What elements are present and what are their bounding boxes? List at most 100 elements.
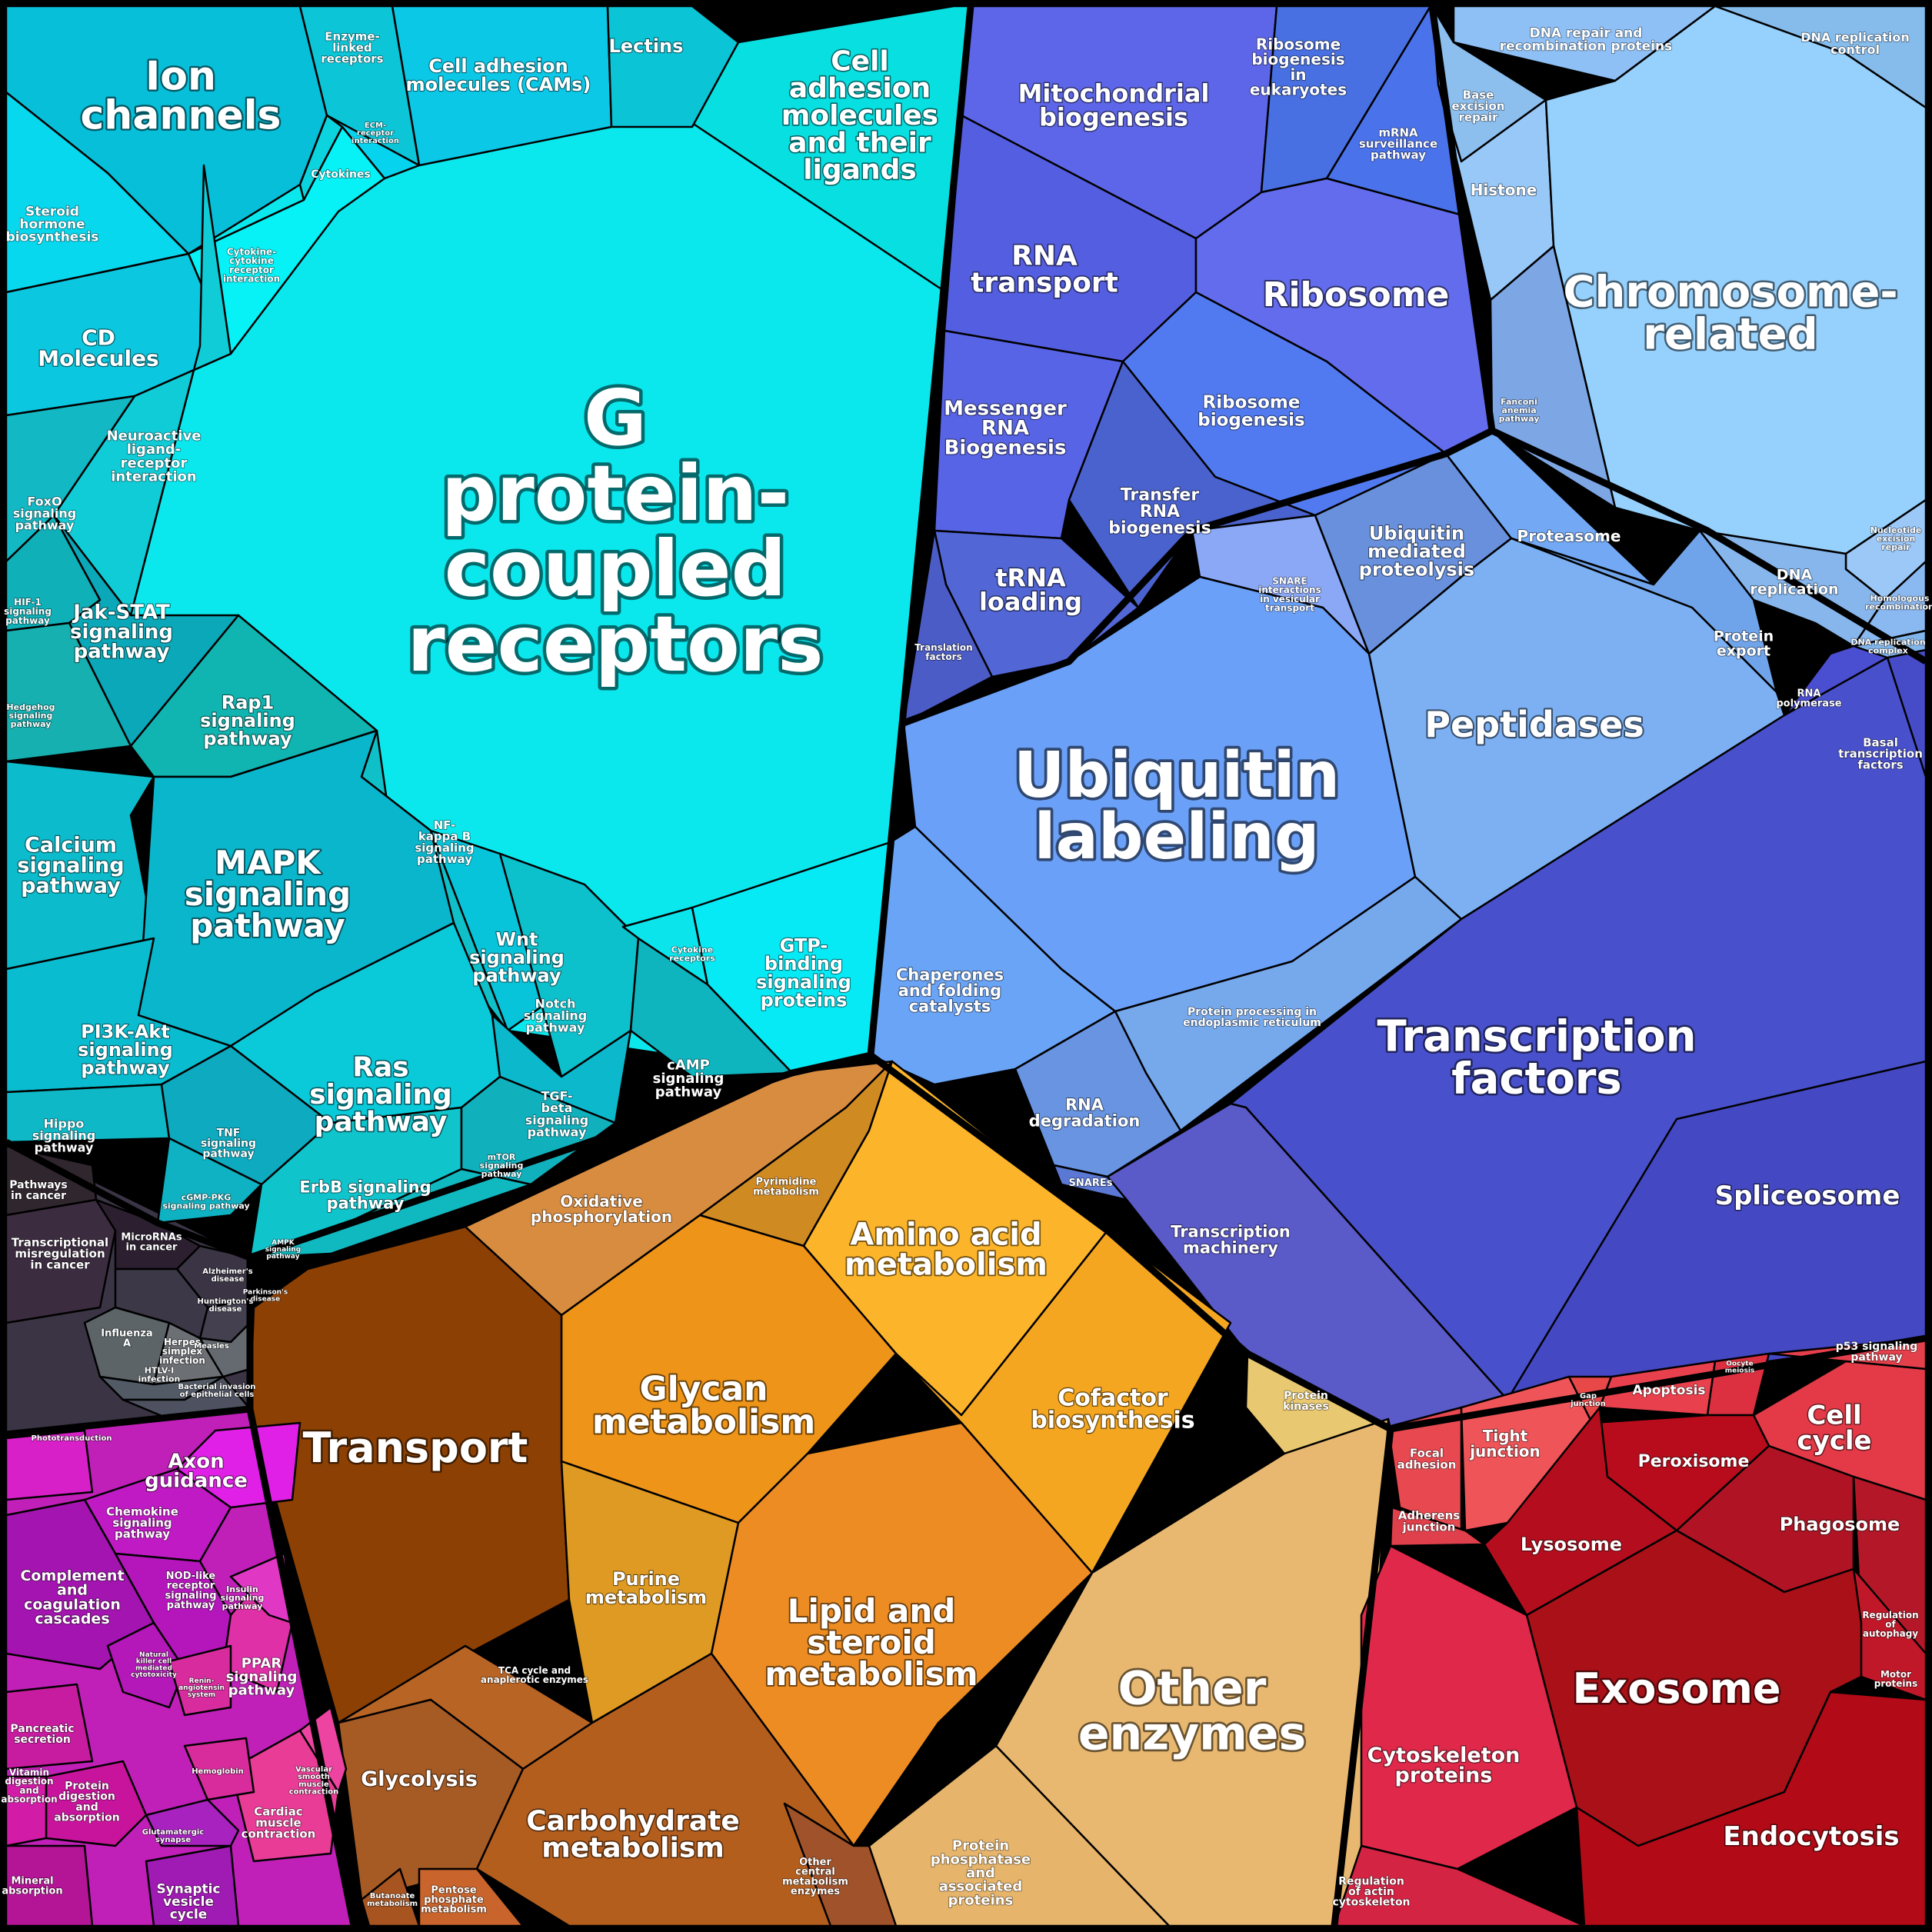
cell-cytokine-receptors-label: Cytokine receptors (669, 944, 715, 963)
border-genetic-inner (902, 427, 1494, 727)
cell-cgmp-pkg-signaling-pathway (156, 1137, 263, 1224)
cell-other-central-metabolism-enzymes-label: Other central metabolism enzymes (782, 1856, 848, 1897)
cell-cell-adhesion-molecules-cams-label: Cell adhesion molecules (CAMs) (406, 55, 591, 95)
border-signaling-genetic (867, 5, 974, 1056)
cell-pathways-in-cancer-label: Pathways in cancer (9, 1179, 67, 1202)
cell-pancreatic-secretion-label: Pancreatic secretion (10, 1723, 74, 1746)
cell-peroxisome-label: Peroxisome (1638, 1452, 1750, 1471)
cell-transfer-rna-biogenesis-label: Transfer RNA biogenesis (1108, 485, 1211, 538)
cell-tight-junction-label: Tight junction (1469, 1427, 1541, 1461)
cell-erbb-signaling-pathway-label: ErbB signaling pathway (299, 1178, 431, 1213)
cell-axon-guidance (175, 1421, 301, 1509)
cell-natural-killer-cell-mediated-cytotoxicity-label: Natural killer cell mediated cytotoxicity (131, 1651, 177, 1679)
cell-calcium-signaling-pathway-label: Calcium signaling pathway (17, 833, 124, 898)
cell-glutamatergic-synapse-label: Glutamatergic synapse (142, 1828, 205, 1844)
cell-chromosome-related-label: Chromosome-related (1563, 267, 1897, 359)
cell-spliceosome-label: Spliceosome (1715, 1181, 1900, 1211)
cell-dna-replication-label: DNA replication (1750, 567, 1838, 598)
cell-glycan-metabolism-label: Glycan metabolism (592, 1369, 815, 1441)
cell-lysosome-label: Lysosome (1521, 1534, 1622, 1555)
cell-motor-proteins-label: Motor proteins (1874, 1669, 1917, 1689)
cell-measles-label: Measles (194, 1342, 229, 1351)
cell-adherens-junction-label: Adherens junction (1398, 1509, 1460, 1534)
cell-transport-label: Transport (303, 1424, 528, 1472)
cell-hif-1-signaling-pathway-label: HIF-1 signaling pathway (4, 597, 52, 626)
cell-cgmp-pkg-signaling-pathway-label: cGMP-PKG signaling pathway (162, 1192, 249, 1211)
cell-peptidases-label: Peptidases (1424, 704, 1644, 745)
cell-ampk-signaling-pathway-label: AMPK signaling pathway (265, 1239, 301, 1261)
cell-rap1-signaling-pathway-label: Rap1 signaling pathway (200, 691, 295, 749)
cell-cytokines-label: Cytokines (311, 168, 371, 181)
cell-bacterial-invasion-of-epithelial-cells-label: Bacterial invasion of epithelial cells (178, 1383, 255, 1399)
cell-endocytosis-label: Endocytosis (1723, 1821, 1899, 1852)
cell-transcription-machinery-label: Transcription machinery (1171, 1223, 1291, 1257)
cell-hemoglobin-label: Hemoglobin (192, 1767, 244, 1776)
cell-complement-and-coagulation-cascades-label: Complement and coagulation cascades (20, 1567, 124, 1627)
cell-neuroactive-ligand-receptor-interaction-label: Neuroactive ligand-receptor interaction (107, 428, 202, 485)
cell-focal-adhesion-label: Focal adhesion (1397, 1447, 1457, 1472)
cell-oocyte-meiosis-label: Oocyte meiosis (1725, 1361, 1755, 1375)
cell-fanconi-anemia-pathway-label: Fanconi anemia pathway (1499, 397, 1540, 424)
cell-ras-signaling-pathway-label: Ras signaling pathway (309, 1051, 452, 1138)
cell-transcriptional-misregulation-in-cancer-label: Transcriptional misregulation in cancer (12, 1235, 108, 1271)
cell-purine-metabolism-label: Purine metabolism (585, 1568, 707, 1608)
cell-cardiac-muscle-contraction-label: Cardiac muscle contraction (242, 1804, 316, 1840)
cell-mapk-signaling-pathway-label: MAPK signaling pathway (185, 843, 351, 944)
cell-renin-angiotensin-system (168, 1644, 232, 1717)
cell-transcription-factors-label: Transcription factors (1377, 1011, 1696, 1104)
cell-alzheimer-s-disease-label: Alzheimer's disease (202, 1267, 253, 1284)
cell-protein-kinases-label: Protein kinases (1283, 1390, 1329, 1413)
cell-mtor-signaling-pathway (460, 1075, 617, 1186)
cell-enzyme-linked-receptors-label: Enzyme-linked receptors (321, 29, 383, 65)
cell-layer (5, 5, 1927, 1927)
cell-parkinson-s-disease-label: Parkinson's disease (243, 1289, 288, 1304)
cell-exosome-label: Exosome (1573, 1664, 1781, 1713)
cell-tca-cycle-and-anaplerotic-enzymes-label: TCA cycle and anaplerotic enzymes (481, 1665, 588, 1685)
cell-snare-interactions-in-vesicular-transport-label: SNARE interactions in vesicular transport (1258, 575, 1321, 613)
border-genetic-cellular (1390, 1334, 1927, 1433)
cell-renin-angiotensin-system-label: Renin-angiotensin system (178, 1677, 225, 1699)
cell-htlv-i-infection-label: HTLV-I infection (138, 1365, 181, 1384)
cell-influenza-a-label: Influenza A (101, 1327, 152, 1349)
border-organismal-metabolism (246, 1408, 358, 1927)
border-metabolism-genetic (868, 1052, 1393, 1432)
cell-foxo-signaling-pathway-label: FoxO signaling pathway (13, 494, 76, 532)
cell-dna-replication-control-label: DNA replication control (1800, 30, 1910, 57)
cell-ecm-receptor-interaction-label: ECM-receptor interaction (351, 122, 399, 145)
cell-rna-degradation-label: RNA degradation (1029, 1096, 1141, 1131)
cell-rna-polymerase-label: RNA polymerase (1776, 688, 1841, 709)
cell-cytokine-cytokine-receptor-interaction-label: Cytokine-cytokine receptor interaction (223, 246, 280, 284)
cell-herpes-simplex-infection-label: Herpes simplex infection (159, 1337, 205, 1366)
cell-messenger-rna-biogenesis (933, 329, 1124, 540)
cell-notch-signaling-pathway-label: Notch signaling pathway (524, 996, 587, 1034)
cell-cd-molecules-label: CD Molecules (38, 325, 158, 371)
cell-gtp-binding-signaling-proteins-label: GTP-binding signaling proteins (756, 935, 851, 1011)
cell-proteasome-label: Proteasome (1517, 527, 1621, 545)
cell-carbohydrate-metabolism-label: Carbohydrate metabolism (526, 1805, 740, 1864)
cell-chemokine-signaling-pathway-label: Chemokine signaling pathway (106, 1504, 178, 1541)
cell-apoptosis-label: Apoptosis (1632, 1383, 1705, 1398)
cell-messenger-rna-biogenesis-label: Messenger RNA Biogenesis (944, 398, 1067, 460)
cell-wnt-signaling-pathway-label: Wnt signaling pathway (469, 928, 565, 986)
cell-micrornas-in-cancer-label: MicroRNAs in cancer (121, 1231, 182, 1253)
cell-nod-like-receptor-signaling-pathway-label: NOD-like receptor signaling pathway (165, 1570, 217, 1611)
cell-translation-factors (902, 529, 994, 724)
cell-lipid-and-steroid-metabolism-label: Lipid and steroid metabolism (764, 1591, 978, 1692)
cell-lectins-label: Lectins (609, 35, 684, 57)
border-signaling-metabolism (248, 1051, 871, 1261)
cell-ubiquitin-mediated-proteolysis-label: Ubiquitin mediated proteolysis (1359, 522, 1474, 580)
cell-dna-repair-and-recombination-proteins-label: DNA repair and recombination proteins (1500, 26, 1673, 55)
cell-camp-signaling-pathway-label: cAMP signaling pathway (653, 1057, 724, 1100)
cell-vascular-smooth-muscle-contraction-label: Vascular smooth muscle contraction (289, 1765, 339, 1796)
cell-synaptic-vesicle-cycle-label: Synaptic vesicle cycle (156, 1881, 220, 1922)
cell-phagosome-label: Phagosome (1780, 1514, 1900, 1535)
cell-regulation-of-actin-cytoskeleton-label: Regulation of actin cytoskeleton (1332, 1875, 1410, 1908)
cell-cofactor-biosynthesis-label: Cofactor biosynthesis (1031, 1384, 1194, 1434)
cell-dna-replication-complex-label: DNA replication complex (1850, 637, 1925, 655)
cell-histone-label: Histone (1471, 181, 1537, 199)
cell-hippo-signaling-pathway-label: Hippo signaling pathway (32, 1116, 95, 1154)
cell-hemoglobin (183, 1737, 255, 1801)
